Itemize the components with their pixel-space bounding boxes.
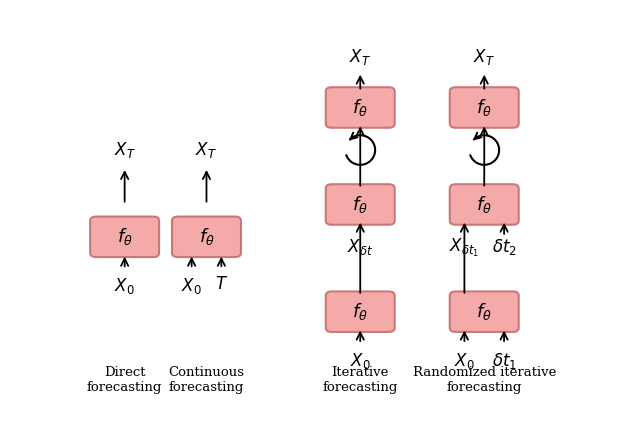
Text: Continuous
forecasting: Continuous forecasting: [168, 366, 244, 394]
Text: $X_0$: $X_0$: [181, 276, 202, 296]
Text: $f_{\theta}$: $f_{\theta}$: [198, 226, 214, 248]
Text: $\delta t_1$: $\delta t_1$: [492, 351, 516, 371]
Text: $X_{\delta t}$: $X_{\delta t}$: [347, 237, 373, 257]
Text: $X_0$: $X_0$: [115, 276, 135, 296]
FancyBboxPatch shape: [450, 87, 518, 128]
Text: $X_T$: $X_T$: [349, 47, 371, 67]
FancyBboxPatch shape: [326, 87, 395, 128]
Text: Iterative
forecasting: Iterative forecasting: [323, 366, 398, 394]
Text: $X_{\delta t_1}$: $X_{\delta t_1}$: [449, 237, 479, 259]
Text: $X_0$: $X_0$: [350, 351, 371, 371]
Text: $f_{\theta}$: $f_{\theta}$: [353, 97, 368, 118]
Text: $f_{\theta}$: $f_{\theta}$: [116, 226, 132, 248]
Text: $f_{\theta}$: $f_{\theta}$: [476, 194, 492, 215]
FancyBboxPatch shape: [450, 184, 518, 225]
Text: $f_{\theta}$: $f_{\theta}$: [476, 301, 492, 322]
FancyBboxPatch shape: [172, 217, 241, 257]
Text: $X_0$: $X_0$: [454, 351, 475, 371]
Text: Direct
forecasting: Direct forecasting: [87, 366, 163, 394]
FancyBboxPatch shape: [450, 291, 518, 332]
Text: $f_{\theta}$: $f_{\theta}$: [353, 301, 368, 322]
Text: Randomized iterative
forecasting: Randomized iterative forecasting: [413, 366, 556, 394]
Text: $X_T$: $X_T$: [473, 47, 495, 67]
FancyBboxPatch shape: [90, 217, 159, 257]
Text: $\delta t_2$: $\delta t_2$: [492, 237, 516, 257]
FancyBboxPatch shape: [326, 184, 395, 225]
Text: $X_T$: $X_T$: [114, 140, 136, 160]
FancyBboxPatch shape: [326, 291, 395, 332]
Text: $T$: $T$: [215, 276, 228, 293]
Text: $f_{\theta}$: $f_{\theta}$: [476, 97, 492, 118]
Text: $f_{\theta}$: $f_{\theta}$: [353, 194, 368, 215]
Text: $X_T$: $X_T$: [195, 140, 218, 160]
